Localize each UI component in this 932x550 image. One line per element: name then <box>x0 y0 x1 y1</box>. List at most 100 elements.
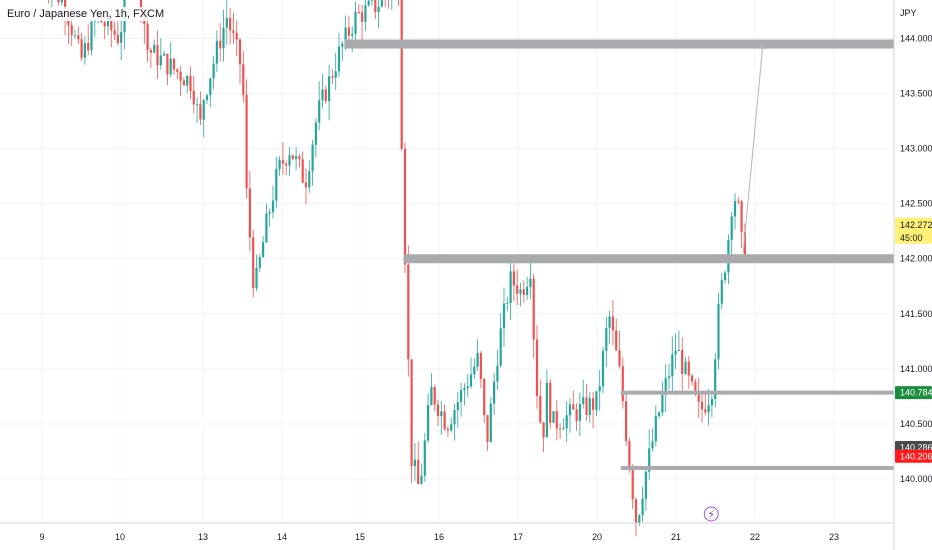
candle-down <box>232 30 235 33</box>
candle-down <box>87 42 90 51</box>
price-tick-label: 140.000 <box>900 474 932 484</box>
candle-up <box>578 404 581 421</box>
candle-up <box>466 386 469 389</box>
price-tick-label: 141.500 <box>900 309 932 319</box>
candle-down <box>628 441 631 470</box>
candle-down <box>575 409 578 421</box>
candle-up <box>509 271 512 303</box>
price-label-value: 140.286 <box>900 442 932 452</box>
candle-up <box>456 402 459 411</box>
price-label-bg <box>895 386 932 400</box>
resistance-zone-144 <box>344 39 894 49</box>
candle-down <box>539 396 542 423</box>
candle-down <box>229 17 232 31</box>
candle-up <box>163 53 166 56</box>
time-tick-label: 14 <box>277 532 287 542</box>
candle-up <box>562 428 565 430</box>
time-tick-label: 10 <box>115 532 125 542</box>
candle-up <box>638 515 641 523</box>
candle-up <box>380 0 383 7</box>
projection-arrow <box>742 42 766 254</box>
symbol-title: Euro / Japanese Yen, 1h, FXCM <box>4 7 168 21</box>
candle-down <box>535 339 539 397</box>
price-tick-label: 143.000 <box>900 144 932 154</box>
candle-up <box>654 416 657 442</box>
candle-up <box>529 278 532 287</box>
candle-up <box>202 100 205 120</box>
candle-down <box>417 459 420 484</box>
candle-up <box>644 471 647 499</box>
time-tick-label: 17 <box>513 532 523 542</box>
price-axis[interactable]: 144.000 143.500 143.000 142.500 142.000 141.5… <box>900 34 932 484</box>
candle-down <box>697 393 700 402</box>
candle-up <box>493 381 496 404</box>
candle-up <box>674 350 677 355</box>
candle-up <box>225 17 228 28</box>
candle-up <box>60 0 63 3</box>
candle-down <box>486 415 489 442</box>
candle-down <box>285 163 288 166</box>
price-label-value: 140.784 <box>900 388 932 398</box>
candle-up <box>271 200 275 213</box>
candle-up <box>450 424 453 431</box>
candle-up <box>684 361 687 374</box>
candle-down <box>585 397 588 415</box>
candle-up <box>209 78 212 96</box>
candle-down <box>549 382 552 423</box>
candle-up <box>337 46 341 72</box>
time-axis[interactable]: 9 10 13 14 15 16 17 20 21 22 23 <box>39 532 839 542</box>
candle-up <box>120 32 123 43</box>
candle-up <box>710 399 713 406</box>
candle-up <box>720 280 723 304</box>
candle-down <box>542 422 545 438</box>
candle-up <box>489 403 492 442</box>
candle-down <box>146 24 149 51</box>
candle-up <box>159 55 162 66</box>
candle-up <box>222 27 225 49</box>
price-label-countdown: 45:00 <box>900 233 923 243</box>
candle-up <box>648 448 651 472</box>
candle-up <box>707 405 710 413</box>
candle-up <box>582 397 585 405</box>
candle-up <box>598 386 601 392</box>
candle-down <box>532 278 535 340</box>
candle-down <box>156 44 159 66</box>
red-price-label: 140.206 <box>895 449 932 463</box>
time-tick-label: 16 <box>434 532 444 542</box>
price-label-value: 142.272 <box>900 220 932 230</box>
candle-up <box>460 390 463 403</box>
candle-down <box>572 404 575 410</box>
candle-up <box>364 5 367 22</box>
candle-down <box>479 352 482 380</box>
candle-up <box>265 213 268 243</box>
candle-down <box>443 411 446 430</box>
candle-down <box>374 0 377 12</box>
candle-down <box>407 264 410 360</box>
candle-down <box>139 0 143 12</box>
price-tick-label: 141.000 <box>900 364 932 374</box>
time-tick-label: 13 <box>198 532 208 542</box>
candle-up <box>463 388 466 391</box>
candle-up <box>506 302 509 304</box>
candle-down <box>116 34 119 43</box>
candle-down <box>77 35 80 40</box>
time-tick-label: 9 <box>39 532 44 542</box>
candle-up <box>275 168 278 201</box>
candle-up <box>321 89 324 101</box>
price-tick-label: 142.500 <box>900 199 932 209</box>
candle-up <box>334 71 337 78</box>
candle-up <box>473 366 476 375</box>
event-marker[interactable]: ⚡ <box>703 506 719 522</box>
candle-down <box>245 94 248 189</box>
candle-up <box>311 144 314 172</box>
candle-down <box>189 76 192 91</box>
candle-up <box>196 104 199 106</box>
candle-up <box>545 382 548 438</box>
candle-up <box>605 327 608 351</box>
green-price-label: 140.784 <box>895 386 932 400</box>
candle-up <box>677 349 680 351</box>
candle-down <box>621 366 624 402</box>
candle-down <box>103 22 106 27</box>
candle-up <box>469 374 473 387</box>
